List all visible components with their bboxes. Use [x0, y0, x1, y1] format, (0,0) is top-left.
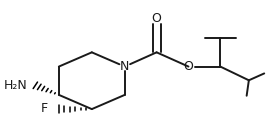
Text: H₂N: H₂N — [3, 79, 27, 92]
Text: O: O — [152, 11, 161, 24]
Text: O: O — [184, 60, 193, 73]
Text: N: N — [120, 60, 129, 73]
Text: F: F — [41, 102, 48, 115]
